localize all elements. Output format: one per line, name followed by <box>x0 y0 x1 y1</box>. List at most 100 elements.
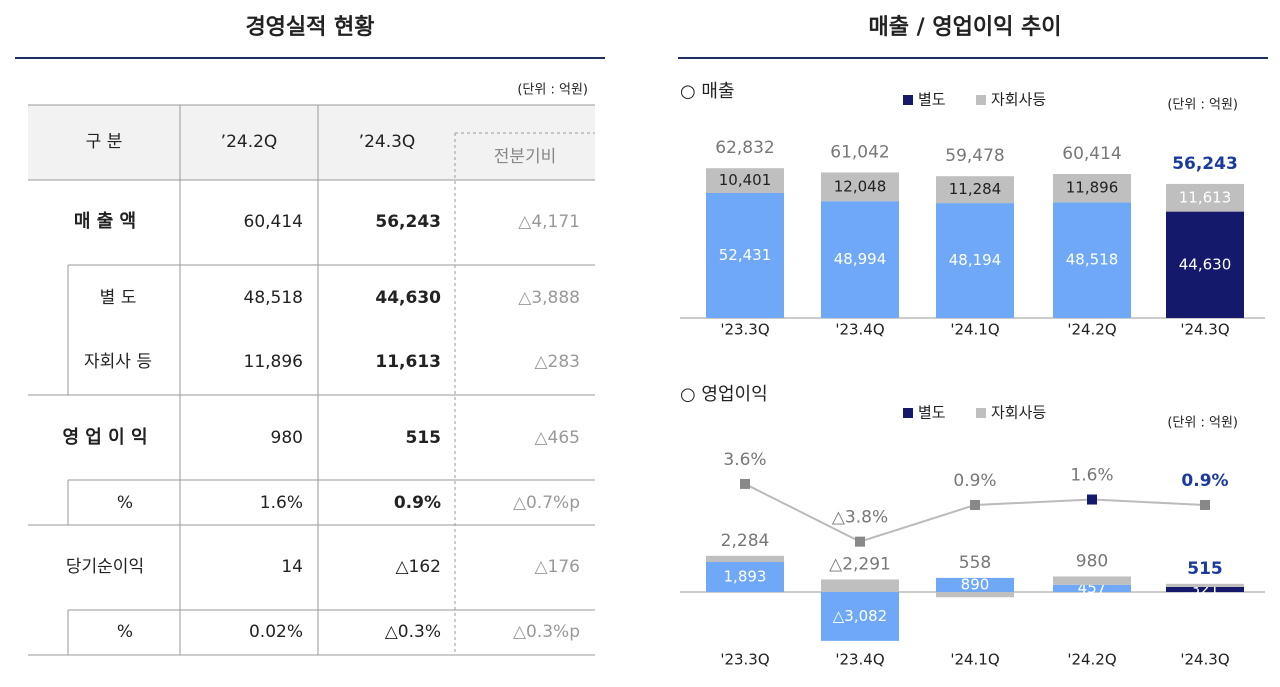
bar-segment <box>706 193 784 318</box>
segment-label: 1,893 <box>724 568 767 586</box>
segment-label: 890 <box>961 575 990 593</box>
bar-segment <box>936 592 1014 598</box>
total-label: 62,832 <box>715 138 774 158</box>
margin-label: △3.8% <box>832 508 888 528</box>
legend-label: 자회사등 <box>991 404 1046 422</box>
segment-label: 48,994 <box>834 250 887 268</box>
table-cell: 56,243 <box>375 212 441 232</box>
segment-label: 11,284 <box>949 180 1002 198</box>
bar-segment <box>706 168 784 193</box>
x-tick-label: '23.3Q <box>720 321 769 339</box>
bar-segment <box>821 172 899 202</box>
bar-segment <box>1166 211 1244 318</box>
total-label: △2,291 <box>829 554 891 574</box>
bar-segment <box>1053 202 1131 318</box>
margin-label: 3.6% <box>723 450 766 470</box>
bar-segment <box>1053 173 1131 203</box>
bar-segment <box>1166 586 1244 592</box>
bar-segment <box>1166 583 1244 587</box>
table-cell: 매 출 액 <box>74 211 136 232</box>
margin-label: 0.9% <box>1181 471 1228 491</box>
bar-segment <box>706 555 784 562</box>
table-cell: △4,171 <box>518 212 580 232</box>
legend-swatch <box>903 95 913 105</box>
table-lines <box>28 104 595 656</box>
table-cell: △283 <box>534 352 580 372</box>
total-label: 56,243 <box>1172 154 1238 174</box>
table-cell: 11,896 <box>244 352 303 372</box>
margin-marker <box>855 536 865 547</box>
segment-label: 321 <box>1191 580 1220 598</box>
bar-segment <box>1053 584 1131 592</box>
segment-label: 11,896 <box>1066 179 1119 197</box>
x-tick-label: '24.3Q <box>1180 651 1229 669</box>
table-cell: △162 <box>395 557 441 577</box>
table-cell: 영 업 이 익 <box>62 427 147 448</box>
segment-label: 48,194 <box>949 251 1002 269</box>
x-tick-label: '24.2Q <box>1067 651 1116 669</box>
segment-label: 11,613 <box>1179 188 1232 206</box>
table-cell: △3,888 <box>518 288 580 308</box>
bar-segment <box>821 592 899 641</box>
margin-marker <box>1087 494 1097 505</box>
table-cell: 자회사 등 <box>84 352 152 372</box>
table-cell: 44,630 <box>375 288 441 308</box>
bar-segment <box>1166 183 1244 212</box>
total-label: 2,284 <box>721 531 770 551</box>
chart-title: ○ 영업이익 <box>680 384 768 405</box>
total-label: 980 <box>1076 551 1108 571</box>
bar-segment <box>821 579 899 592</box>
right-title: 매출 / 영업이익 추이 <box>869 15 1062 40</box>
total-label: 61,042 <box>830 142 889 162</box>
margin-marker <box>740 478 750 489</box>
table-cell: 11,613 <box>375 352 441 372</box>
bar-segment <box>936 577 1014 592</box>
x-tick-label: '23.3Q <box>720 651 769 669</box>
unit: (단위 : 억원) <box>1167 98 1238 113</box>
table-cell: △0.7%p <box>513 493 580 513</box>
margin-label: 1.6% <box>1070 466 1113 486</box>
segment-label: 44,630 <box>1179 255 1232 273</box>
legend-label: 별도 <box>918 91 946 109</box>
table-cell: % <box>117 493 133 513</box>
x-tick-label: '24.1Q <box>950 321 999 339</box>
legend-swatch <box>976 408 986 418</box>
segment-label: 48,518 <box>1066 251 1119 269</box>
x-tick-label: '24.2Q <box>1067 321 1116 339</box>
table-cell: △465 <box>534 428 580 448</box>
segment-label: 10,401 <box>719 171 772 189</box>
table-cell: △176 <box>534 557 580 577</box>
legend-swatch <box>976 95 986 105</box>
x-tick-label: '23.4Q <box>835 321 884 339</box>
left-title: 경영실적 현황 <box>245 15 374 40</box>
x-tick-label: '24.3Q <box>1180 321 1229 339</box>
table-header: 전분기비 <box>494 147 557 167</box>
table-cell: △0.3%p <box>513 622 580 642</box>
table-header: 구 분 <box>86 132 123 152</box>
bar-segment <box>706 562 784 592</box>
table-header-bg <box>28 105 595 180</box>
x-tick-label: '23.4Q <box>835 651 884 669</box>
legend-label: 자회사등 <box>991 91 1046 109</box>
table-cell: 별 도 <box>100 288 137 308</box>
table-cell: 60,414 <box>244 212 303 232</box>
legend-swatch <box>903 408 913 418</box>
margin-line <box>744 483 1206 543</box>
margin-label: 0.9% <box>953 471 996 491</box>
margin-marker <box>970 499 980 510</box>
bar-segment <box>821 201 899 318</box>
total-label: 515 <box>1187 559 1223 579</box>
table-cell: 515 <box>406 428 442 448</box>
table-cell: 980 <box>271 428 303 448</box>
segment-label: 12,048 <box>834 177 887 195</box>
table-cell: △0.3% <box>385 622 441 642</box>
table-header: ’24.3Q <box>359 132 416 152</box>
table-cell: % <box>117 622 133 642</box>
table-header: ’24.2Q <box>221 132 278 152</box>
table-cell: 14 <box>281 557 303 577</box>
table-cell: 0.9% <box>394 493 441 513</box>
total-label: 59,478 <box>945 146 1004 166</box>
table-cell: 당기순이익 <box>66 557 144 577</box>
table-cell: 0.02% <box>249 622 303 642</box>
